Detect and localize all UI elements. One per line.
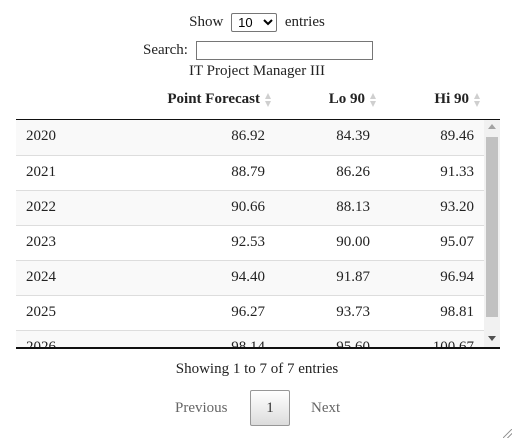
- table-scroll-body[interactable]: 2020 86.92 84.39 89.46 2021 88.79 86.26 91.33 20…: [16, 120, 500, 347]
- show-label: Show: [189, 13, 224, 30]
- table-row[interactable]: 2021 88.79 86.26 91.33: [16, 155, 484, 190]
- search-input[interactable]: [195, 41, 373, 60]
- vertical-scrollbar[interactable]: [484, 120, 500, 347]
- resize-grip-icon[interactable]: [503, 429, 512, 438]
- row-value-cell: 98.81: [440, 304, 474, 320]
- page-button-current[interactable]: 1: [250, 390, 290, 426]
- table-row[interactable]: 2023 92.53 90.00 95.07: [16, 225, 484, 260]
- row-year-cell: 2026: [26, 339, 56, 347]
- sort-icon: [370, 92, 377, 107]
- row-value-cell: 88.13: [336, 199, 370, 215]
- entries-label: entries: [284, 13, 325, 30]
- row-value-cell: 93.73: [336, 304, 370, 320]
- table-footer-border: [16, 347, 500, 349]
- row-value-cell: 92.53: [231, 234, 265, 250]
- scroll-up-arrow-icon[interactable]: [488, 124, 496, 129]
- previous-button[interactable]: Previous: [175, 400, 228, 416]
- row-value-cell: 91.87: [336, 269, 370, 285]
- row-year-cell: 2022: [26, 199, 56, 215]
- row-year-cell: 2025: [26, 304, 56, 320]
- row-value-cell: 89.46: [440, 128, 474, 144]
- table-row[interactable]: 2024 94.40 91.87 96.94: [16, 260, 484, 295]
- scroll-down-arrow-icon[interactable]: [488, 336, 496, 341]
- row-value-cell: 90.66: [231, 199, 265, 215]
- table-header: Point Forecast Lo 90 Hi 90: [16, 82, 500, 120]
- row-value-cell: 88.79: [231, 164, 265, 180]
- row-value-cell: 96.94: [440, 269, 474, 285]
- header-label: Point Forecast: [167, 91, 260, 107]
- row-value-cell: 84.39: [336, 128, 370, 144]
- row-year-cell: 2020: [26, 128, 56, 144]
- entries-select[interactable]: 10: [231, 13, 278, 32]
- row-year-cell: 2024: [26, 269, 56, 285]
- header-hi-90[interactable]: Hi 90: [434, 91, 481, 108]
- row-value-cell: 86.92: [231, 128, 265, 144]
- row-value-cell: 95.07: [440, 234, 474, 250]
- search-label: Search:: [143, 41, 188, 58]
- table-row[interactable]: 2026 98.14 95.60 100.67: [16, 330, 484, 347]
- table-row[interactable]: 2020 86.92 84.39 89.46: [16, 120, 484, 155]
- table-rows: 2020 86.92 84.39 89.46 2021 88.79 86.26 91.33 20…: [16, 120, 484, 347]
- row-value-cell: 95.60: [336, 339, 370, 347]
- next-button[interactable]: Next: [311, 400, 341, 416]
- row-value-cell: 93.20: [440, 199, 474, 215]
- header-lo-90[interactable]: Lo 90: [329, 91, 377, 108]
- header-label: Lo 90: [328, 91, 365, 107]
- scroll-thumb[interactable]: [486, 137, 498, 317]
- sort-icon: [474, 92, 481, 107]
- header-point-forecast[interactable]: Point Forecast: [167, 91, 272, 108]
- row-value-cell: 86.26: [336, 164, 370, 180]
- row-value-cell: 98.14: [231, 339, 265, 347]
- row-value-cell: 90.00: [336, 234, 370, 250]
- table-caption: IT Project Manager III: [189, 63, 325, 79]
- row-year-cell: 2023: [26, 234, 56, 250]
- row-value-cell: 100.67: [432, 339, 474, 347]
- row-year-cell: 2021: [26, 164, 56, 180]
- table-info: Showing 1 to 7 of 7 entries: [175, 361, 339, 377]
- row-value-cell: 94.40: [231, 269, 265, 285]
- search-filter: Search:: [143, 41, 373, 60]
- row-value-cell: 91.33: [440, 164, 474, 180]
- table-row[interactable]: 2025 96.27 93.73 98.81: [16, 295, 484, 330]
- sort-icon: [265, 92, 272, 107]
- length-control: Show 10 entries: [0, 13, 514, 32]
- pagination: Previous 1 Next: [0, 390, 514, 428]
- header-label: Hi 90: [434, 91, 469, 107]
- row-value-cell: 96.27: [231, 304, 265, 320]
- table-row[interactable]: 2022 90.66 88.13 93.20: [16, 190, 484, 225]
